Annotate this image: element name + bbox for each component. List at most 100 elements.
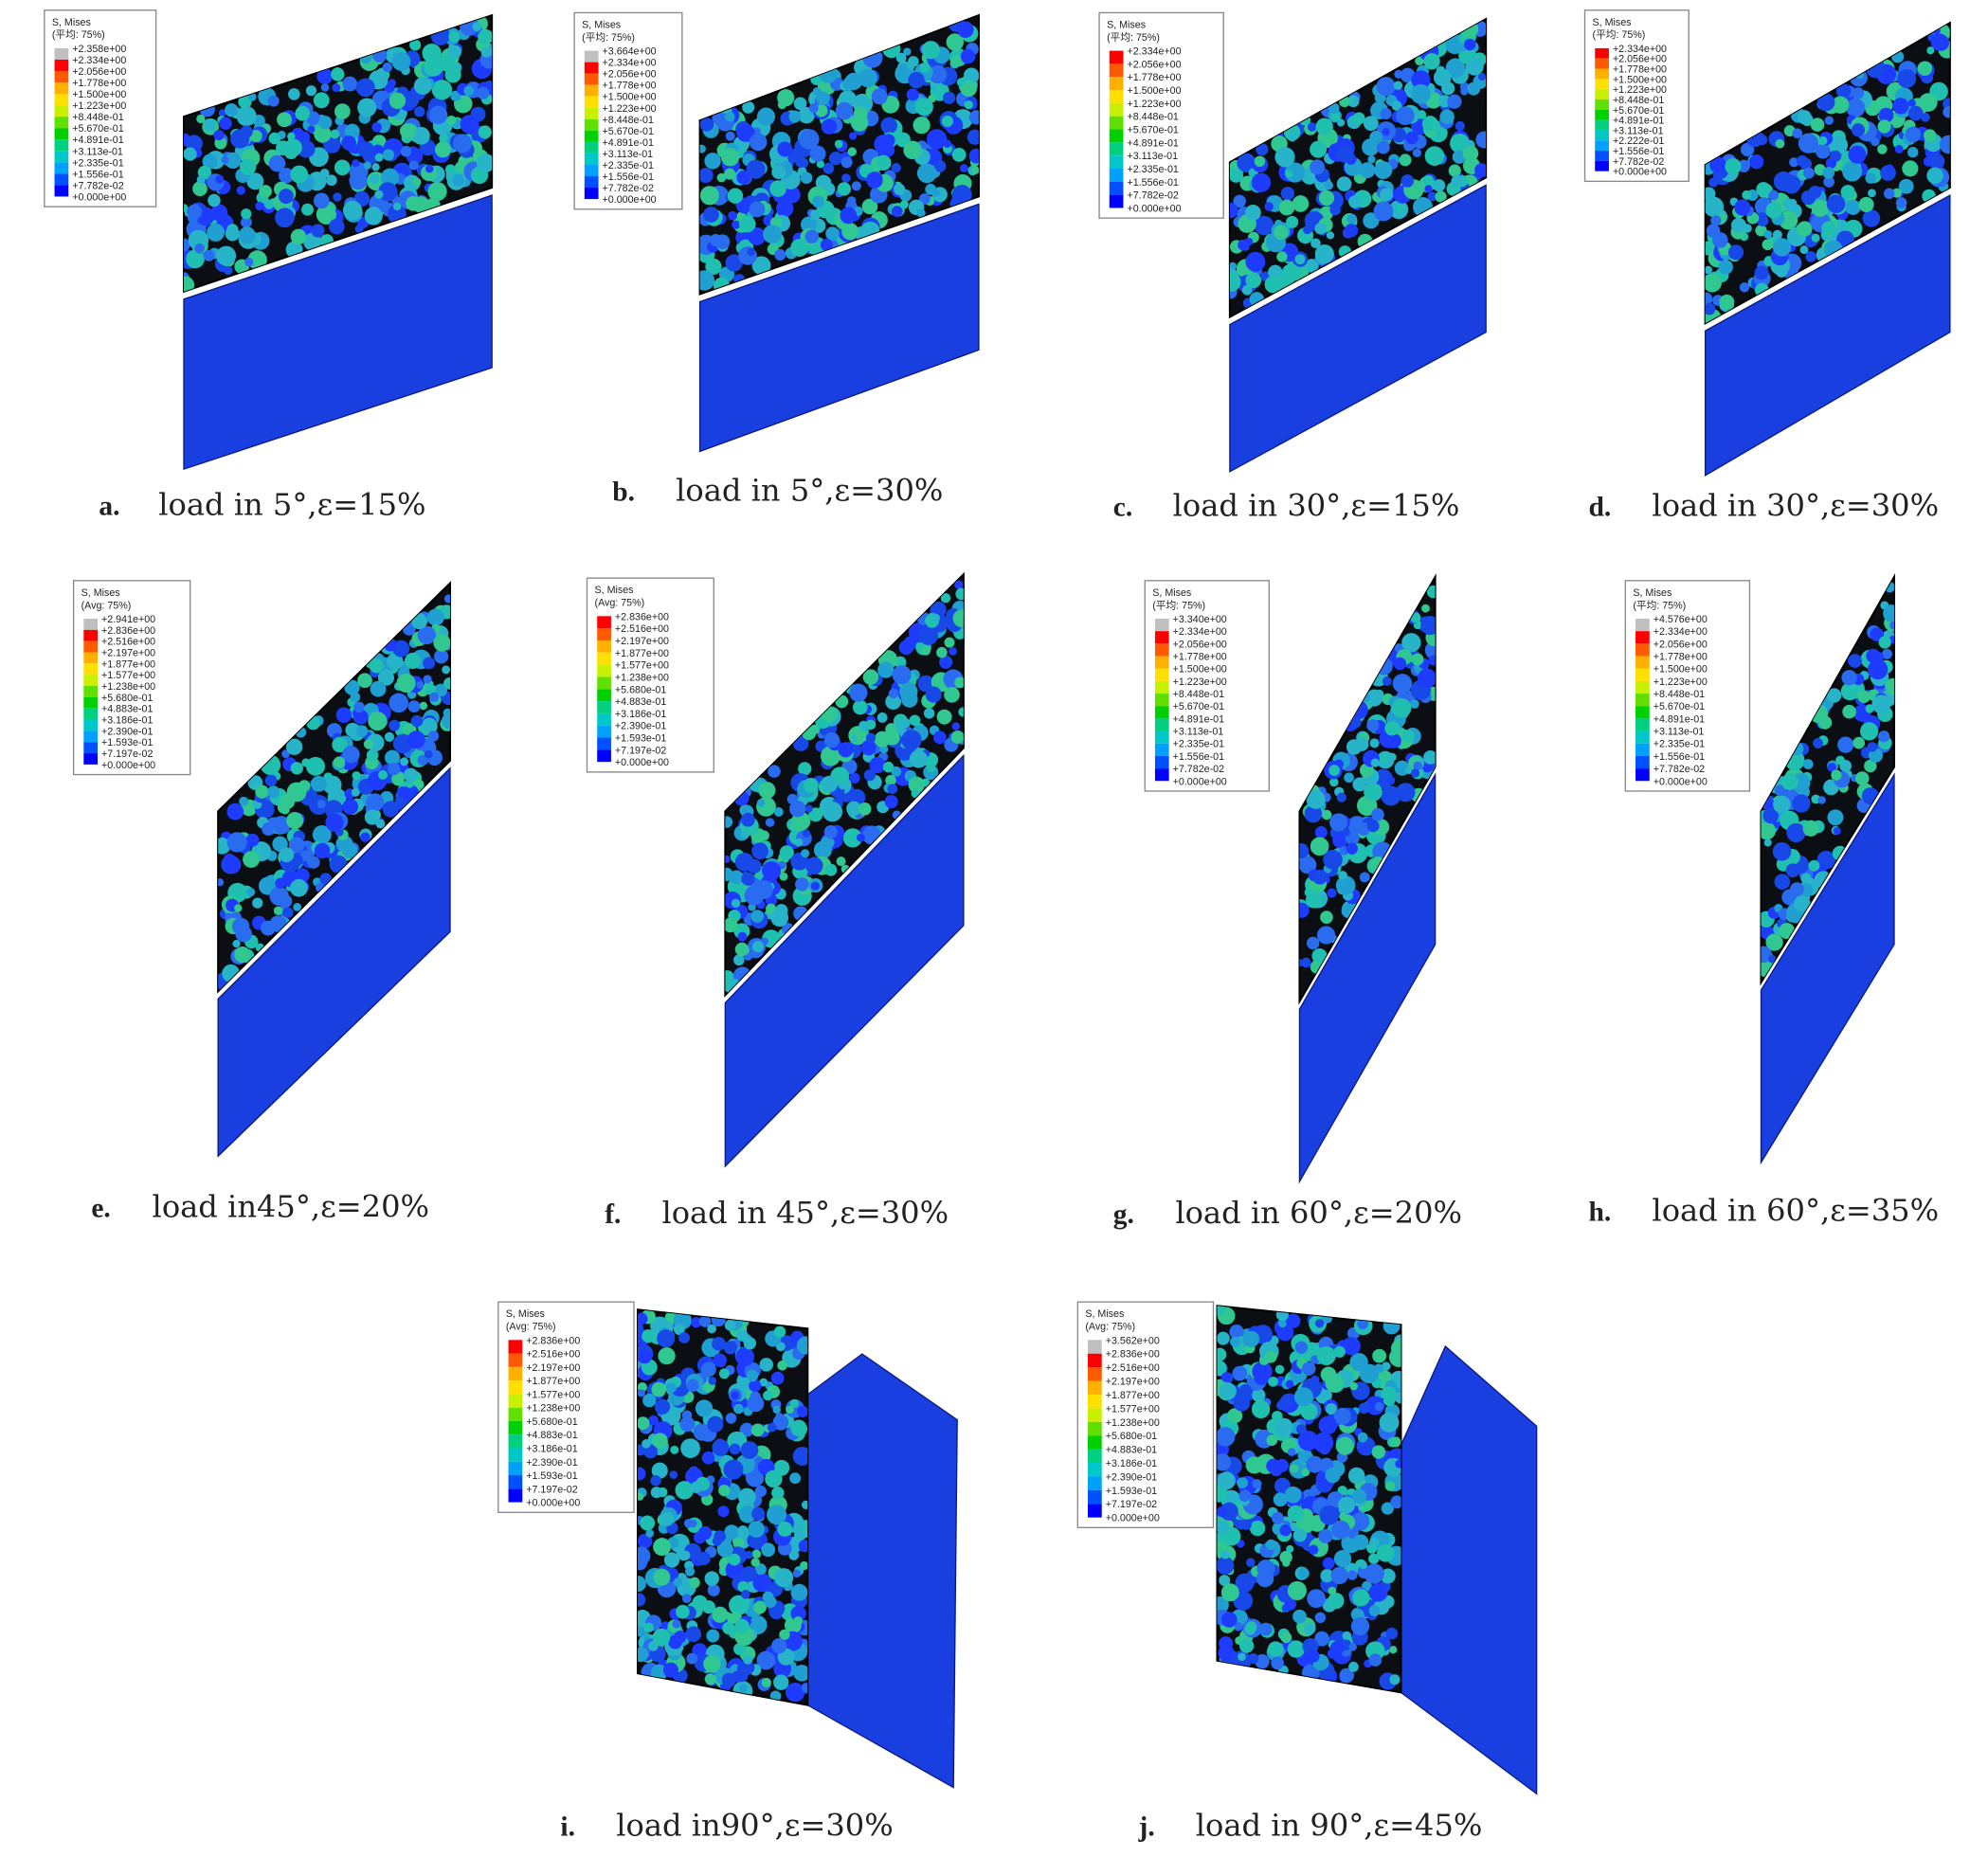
particle bbox=[382, 801, 400, 818]
particle bbox=[913, 117, 931, 135]
legend-swatch bbox=[1636, 694, 1650, 707]
particle bbox=[400, 757, 409, 766]
legend-swatch bbox=[597, 725, 611, 738]
particle bbox=[286, 812, 304, 830]
particle bbox=[1433, 68, 1452, 87]
panel: S, Mises(平均: 75%)+3.664e+00+2.334e+00+2.… bbox=[573, 11, 980, 509]
particle bbox=[908, 776, 925, 794]
particle bbox=[1297, 1567, 1310, 1579]
particle bbox=[374, 153, 384, 162]
legend-swatch bbox=[584, 84, 599, 97]
legend-value: +1.238e+00 bbox=[1106, 1417, 1160, 1429]
legend-value: +5.670e-01 bbox=[72, 123, 123, 135]
particle bbox=[749, 133, 768, 152]
particle bbox=[699, 117, 714, 132]
legend-swatch bbox=[1088, 1394, 1102, 1409]
particle bbox=[763, 1390, 773, 1401]
particle bbox=[1765, 933, 1783, 951]
legend-swatch bbox=[1636, 755, 1650, 769]
matrix-block bbox=[806, 1353, 958, 1789]
particle bbox=[908, 71, 925, 89]
particle bbox=[442, 665, 450, 675]
particle bbox=[895, 719, 906, 731]
legend-value: +1.577e+00 bbox=[1106, 1403, 1160, 1415]
particle bbox=[1332, 832, 1348, 849]
particle bbox=[1840, 185, 1855, 200]
particle bbox=[1251, 1399, 1271, 1419]
particle bbox=[908, 56, 919, 67]
legend: S, Mises(平均: 75%)+2.358e+00+2.334e+00+2.… bbox=[44, 9, 157, 207]
particle bbox=[1718, 260, 1733, 275]
particle bbox=[737, 931, 748, 942]
particle bbox=[1338, 871, 1347, 880]
particle bbox=[703, 1655, 721, 1673]
legend-value: +1.577e+00 bbox=[526, 1389, 580, 1400]
particle bbox=[1918, 93, 1938, 112]
matrix-block bbox=[1760, 772, 1895, 1165]
particle bbox=[749, 201, 766, 218]
legend-swatch bbox=[508, 1420, 523, 1435]
legend-value: +1.500e+00 bbox=[1654, 664, 1708, 676]
legend-value: +5.680e-01 bbox=[1106, 1431, 1157, 1442]
particle bbox=[463, 85, 475, 97]
particle bbox=[769, 180, 786, 197]
particle bbox=[712, 1336, 726, 1351]
legend-swatch bbox=[1109, 181, 1124, 195]
particle bbox=[1395, 1459, 1401, 1469]
particle bbox=[408, 160, 419, 171]
legend-swatch bbox=[1154, 768, 1169, 782]
particle bbox=[1907, 99, 1916, 107]
matrix-block bbox=[1704, 193, 1951, 477]
legend-value: +1.778e+00 bbox=[72, 78, 126, 89]
particle bbox=[1220, 1612, 1238, 1628]
particle bbox=[821, 746, 841, 766]
particle bbox=[218, 878, 225, 887]
legend-title: S, Mises bbox=[595, 585, 634, 596]
particle bbox=[241, 208, 252, 220]
particle bbox=[1320, 1366, 1337, 1383]
particle bbox=[419, 701, 428, 711]
particle bbox=[225, 152, 242, 170]
particle bbox=[750, 1423, 765, 1437]
particle bbox=[773, 1325, 786, 1338]
particle bbox=[779, 872, 788, 881]
particle bbox=[1374, 161, 1393, 180]
panel-caption: load in 5°,ε=30% bbox=[676, 473, 943, 509]
particle bbox=[773, 807, 784, 817]
particle bbox=[1358, 1402, 1370, 1415]
matrix-block bbox=[1298, 772, 1437, 1184]
particle bbox=[1301, 957, 1311, 968]
legend-swatch bbox=[1088, 1367, 1102, 1381]
legend-value: +4.883e-01 bbox=[526, 1430, 577, 1441]
particle bbox=[428, 105, 448, 125]
panel-caption: load in 90°,ε=45% bbox=[1196, 1807, 1483, 1843]
particle bbox=[232, 939, 241, 948]
particle bbox=[1384, 721, 1400, 736]
particle bbox=[1352, 112, 1365, 125]
legend-swatch bbox=[1595, 47, 1609, 59]
legend-title: S, Mises bbox=[1593, 17, 1632, 28]
particle bbox=[735, 1669, 749, 1683]
particle bbox=[364, 809, 380, 825]
particle bbox=[403, 767, 418, 783]
particle bbox=[916, 163, 937, 184]
particle bbox=[906, 88, 919, 101]
particle bbox=[645, 1529, 655, 1538]
particle bbox=[1346, 119, 1356, 128]
legend-swatch bbox=[1636, 618, 1650, 632]
particle bbox=[732, 1537, 745, 1549]
legend-value: +2.334e+00 bbox=[1613, 44, 1667, 55]
particle bbox=[750, 1558, 760, 1567]
particle bbox=[276, 140, 291, 156]
particle bbox=[349, 171, 368, 190]
particle bbox=[680, 1438, 700, 1458]
particle bbox=[1835, 755, 1845, 766]
legend-value: +1.223e+00 bbox=[1127, 99, 1181, 110]
particle bbox=[1366, 820, 1380, 833]
particle bbox=[370, 680, 387, 697]
particle bbox=[1312, 1432, 1334, 1453]
particle bbox=[1304, 887, 1314, 897]
particle bbox=[638, 1576, 646, 1593]
particle bbox=[837, 182, 851, 196]
particle bbox=[865, 732, 877, 743]
